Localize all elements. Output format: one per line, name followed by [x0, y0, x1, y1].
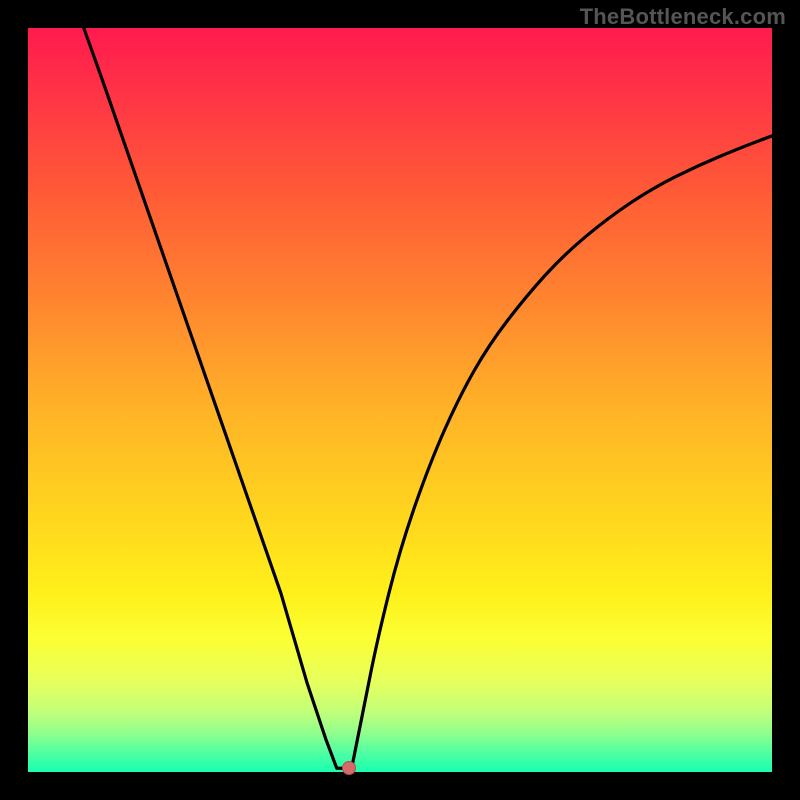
bottleneck-curve: [28, 28, 772, 772]
watermark-text: TheBottleneck.com: [580, 4, 786, 30]
chart-frame: TheBottleneck.com: [0, 0, 800, 800]
minimum-marker: [342, 761, 356, 775]
plot-area: [28, 28, 772, 772]
curve-path: [84, 28, 772, 768]
